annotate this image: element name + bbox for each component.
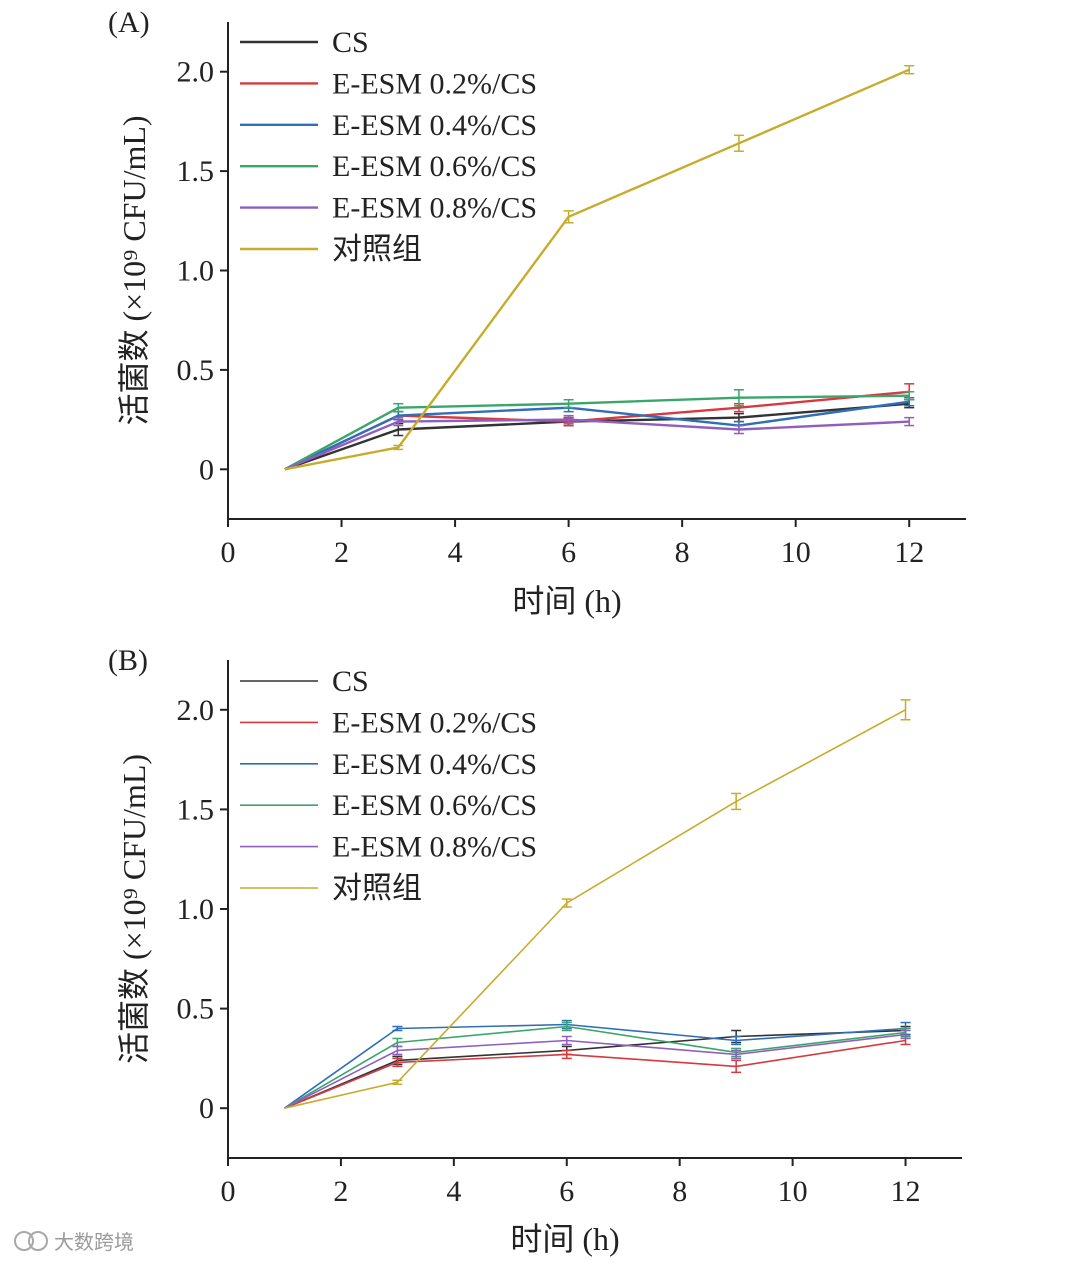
- series-line: [284, 402, 910, 471]
- y-tick-label: 2.0: [177, 56, 215, 89]
- legend-label: E-ESM 0.8%/CS: [332, 192, 537, 225]
- x-tick-label: 6: [561, 536, 576, 569]
- series-line: [284, 394, 910, 471]
- x-tick-label: 4: [448, 536, 463, 569]
- series-: [284, 699, 911, 1109]
- series-line: [284, 1033, 906, 1109]
- y-tick-label: 1.0: [177, 255, 215, 288]
- y-tick-label: 0.5: [177, 993, 215, 1026]
- watermark-text: 大数跨境: [54, 1230, 134, 1254]
- series-line: [284, 1025, 906, 1109]
- y-tick-label: 1.0: [177, 893, 215, 926]
- legend-label: E-ESM 0.2%/CS: [332, 706, 537, 739]
- legend-label: E-ESM 0.6%/CS: [332, 789, 537, 822]
- y-tick-label: 0: [199, 453, 214, 486]
- legend: CS E-ESM 0.2%/CS E-ESM 0.4%/CS E-ESM 0.6%/C…: [240, 665, 537, 905]
- legend-label: E-ESM 0.4%/CS: [332, 109, 537, 142]
- x-tick-label: 2: [334, 536, 349, 569]
- x-axis-title: 时间 (h): [512, 583, 621, 619]
- legend-label: E-ESM 0.2%/CS: [332, 67, 537, 100]
- series-cs: [284, 1025, 911, 1109]
- panel-b-chart: 0 2 4 6 8 10 12 0 0.5 1.0 1.5 2.0 时间 (h) 活菌数 (×10⁹ CF…: [108, 644, 962, 1257]
- x-tick-label: 0: [221, 536, 236, 569]
- watermark-logo-icon: [14, 1231, 48, 1251]
- x-tick-label: 12: [891, 1175, 921, 1208]
- series-line: [284, 1023, 906, 1109]
- series-line: [284, 1039, 906, 1109]
- x-tick-label: 8: [675, 536, 690, 569]
- legend-label: E-ESM 0.6%/CS: [332, 150, 537, 183]
- y-tick-label: 1.5: [177, 155, 215, 188]
- legend-label: E-ESM 0.8%/CS: [332, 831, 537, 864]
- panel-label: (B): [108, 644, 148, 677]
- legend-label: 对照组: [332, 233, 422, 266]
- y-tick-label: 0.5: [177, 354, 215, 387]
- series-e-esm-0-6-cs: [284, 389, 915, 471]
- series-line: [284, 418, 910, 471]
- legend: CS E-ESM 0.2%/CS E-ESM 0.4%/CS E-ESM 0.6%/C…: [240, 26, 537, 266]
- legend-label: E-ESM 0.4%/CS: [332, 748, 537, 781]
- y-tick-label: 1.5: [177, 793, 215, 826]
- panel-a-chart: 0 2 4 6 8 10 12 0 0.5 1.0 1.5 2.0 时间 (h) 活菌数 (×10⁹ CF…: [108, 6, 966, 619]
- y-axis-title: 活菌数 (×10⁹ CFU/mL): [116, 754, 152, 1064]
- x-tick-label: 6: [559, 1175, 574, 1208]
- y-axis-title: 活菌数 (×10⁹ CFU/mL): [116, 115, 152, 425]
- x-tick-label: 12: [894, 536, 924, 569]
- x-axis-title: 时间 (h): [510, 1221, 619, 1257]
- series-e-esm-0-8-cs: [284, 1029, 911, 1109]
- panel-label: (A): [108, 6, 150, 39]
- legend-label: CS: [332, 665, 369, 698]
- x-tick-label: 10: [778, 1175, 808, 1208]
- y-tick-label: 0: [199, 1092, 214, 1125]
- series-e-esm-0-8-cs: [284, 414, 915, 471]
- x-tick-label: 4: [446, 1175, 461, 1208]
- series-: [284, 64, 915, 471]
- legend-label: CS: [332, 26, 369, 59]
- series-e-esm-0-4-cs: [284, 396, 915, 471]
- x-tick-label: 0: [221, 1175, 236, 1208]
- x-tick-label: 8: [672, 1175, 687, 1208]
- legend-label: 对照组: [332, 872, 422, 905]
- y-tick-label: 2.0: [177, 694, 215, 727]
- watermark: 大数跨境: [14, 1230, 134, 1254]
- x-tick-label: 10: [781, 536, 811, 569]
- x-tick-label: 2: [333, 1175, 348, 1208]
